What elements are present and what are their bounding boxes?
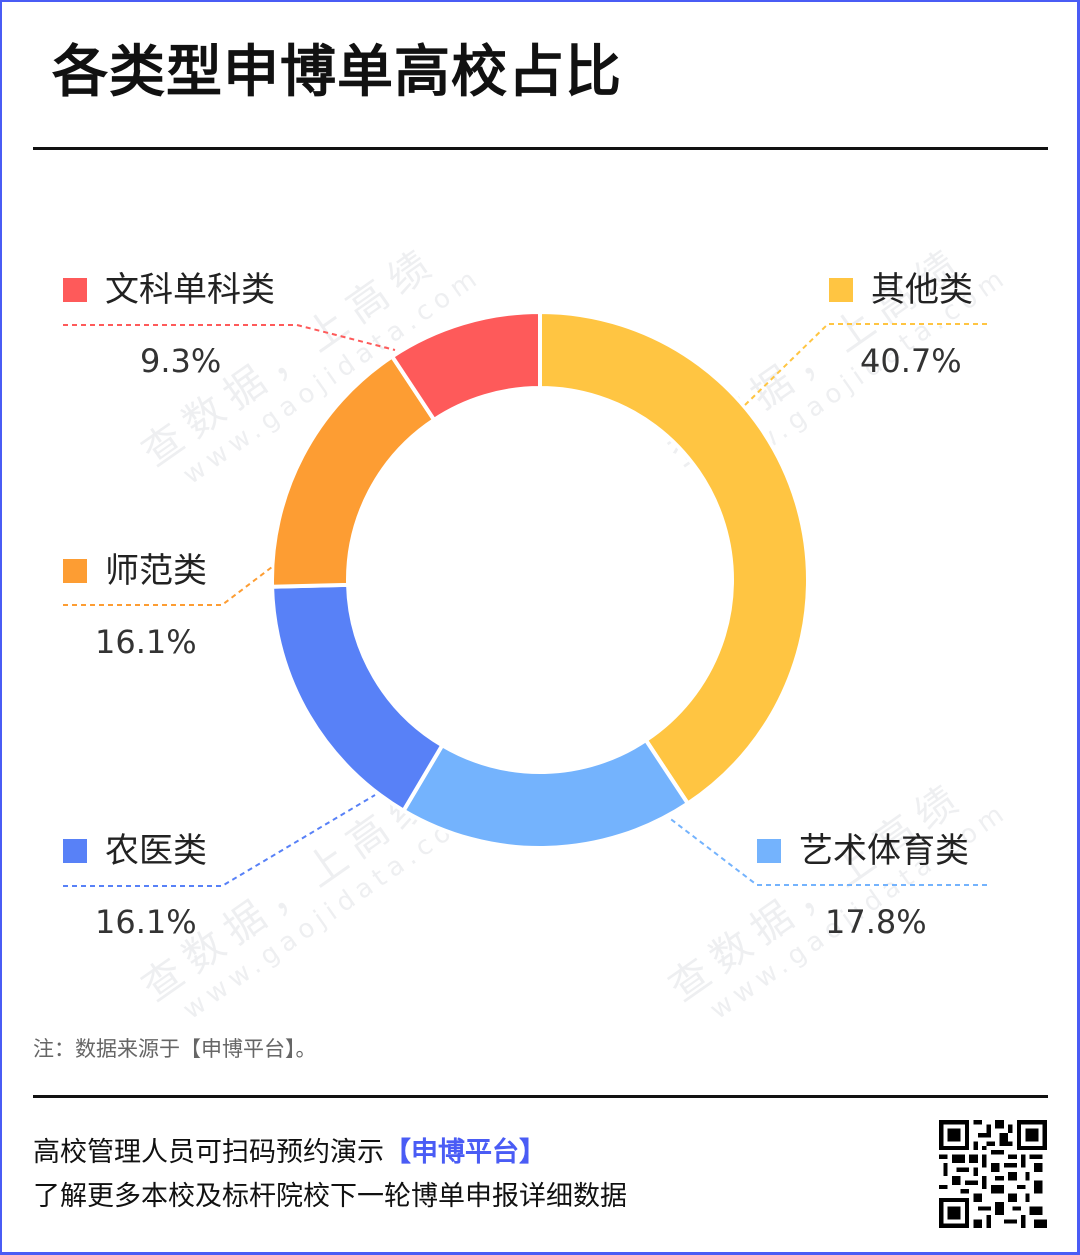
leader-line-wenke bbox=[63, 324, 396, 351]
legend-label: 文科单科类 bbox=[105, 270, 275, 310]
footer-line-2: 了解更多本校及标杆院校下一轮博单申报详细数据 bbox=[33, 1181, 627, 1212]
legend-label: 艺术体育类 bbox=[799, 831, 969, 871]
donut-slice bbox=[400, 737, 691, 850]
donut-slice bbox=[270, 582, 446, 814]
legend-item-yishu: 艺术体育类 bbox=[757, 831, 969, 871]
source-note: 注：数据来源于【申博平台】。 bbox=[33, 1037, 317, 1061]
title-divider bbox=[33, 147, 1048, 150]
page-title: 各类型申博单高校占比 bbox=[52, 40, 622, 105]
legend-label: 其他类 bbox=[871, 270, 973, 310]
leader-line-shifan bbox=[63, 566, 273, 606]
legend-label: 农医类 bbox=[105, 831, 207, 871]
donut-slice bbox=[270, 353, 437, 589]
legend-item-shifan: 师范类 bbox=[63, 551, 207, 591]
donut-slice bbox=[389, 309, 542, 423]
leader-lines bbox=[63, 323, 987, 887]
footer-cta-text: 高校管理人员可扫码预约演示 bbox=[33, 1137, 384, 1168]
qr-code-icon[interactable] bbox=[939, 1120, 1047, 1228]
legend-swatch bbox=[63, 839, 87, 863]
donut-slices bbox=[270, 309, 810, 850]
legend-item-qita: 其他类 bbox=[829, 270, 973, 310]
legend-swatch bbox=[63, 559, 87, 583]
legend-swatch bbox=[63, 278, 87, 302]
percent-label: 16.1% bbox=[95, 623, 197, 661]
percent-label: 16.1% bbox=[95, 903, 197, 941]
legend-swatch bbox=[757, 839, 781, 863]
donut-slice bbox=[538, 309, 810, 807]
legend-item-wenke: 文科单科类 bbox=[63, 270, 275, 310]
percent-label: 17.8% bbox=[825, 903, 927, 941]
percent-label: 40.7% bbox=[860, 342, 962, 380]
percent-label: 9.3% bbox=[140, 342, 222, 380]
legend-swatch bbox=[829, 278, 853, 302]
leader-line-qita bbox=[744, 323, 987, 406]
footer-line-1: 高校管理人员可扫码预约演示【申博平台】 bbox=[33, 1136, 546, 1170]
platform-link[interactable]: 【申博平台】 bbox=[384, 1137, 546, 1168]
leader-line-yishu bbox=[667, 816, 987, 886]
legend-item-nongyi: 农医类 bbox=[63, 831, 207, 871]
legend-label: 师范类 bbox=[105, 551, 207, 591]
footer-divider bbox=[33, 1095, 1048, 1098]
